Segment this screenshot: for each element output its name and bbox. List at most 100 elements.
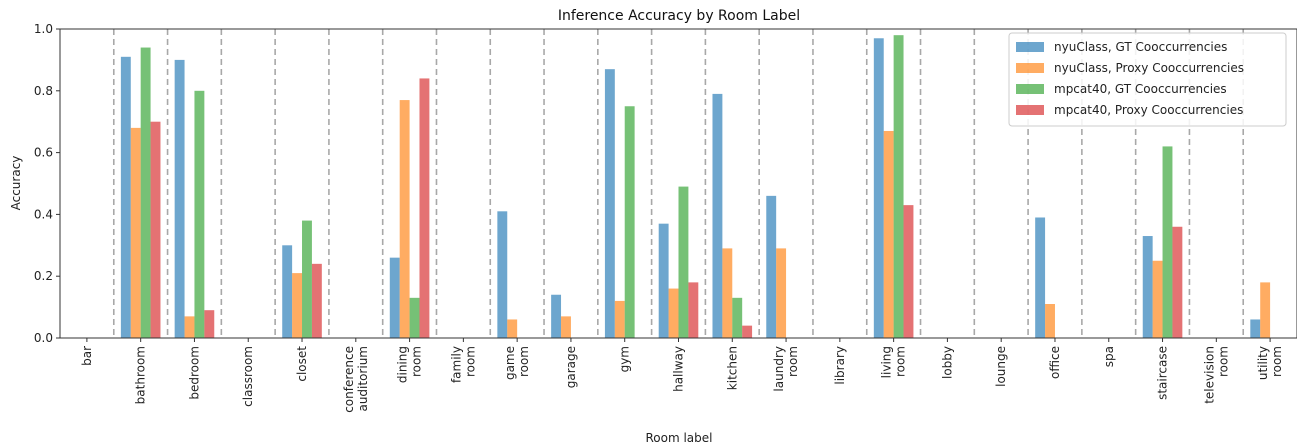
x-tick-label-line: room [786, 346, 800, 377]
x-tick-label-line: lobby [940, 346, 954, 379]
x-tick-label-line: utility [1256, 346, 1270, 380]
x-tick-group: laundryroom [772, 346, 800, 392]
bar [678, 186, 689, 338]
bar [140, 47, 151, 338]
x-tick-label: closet [295, 346, 309, 382]
x-tick-label: bar [80, 346, 94, 366]
bar [1172, 226, 1183, 338]
x-tick-label-line: garage [564, 346, 578, 388]
x-tick-label-line: game [503, 346, 517, 380]
bar [302, 220, 312, 338]
legend-swatch [1016, 63, 1044, 73]
x-tick-label: laundryroom [772, 346, 800, 392]
bar [732, 297, 743, 338]
legend-label: nyuClass, GT Cooccurrencies [1054, 40, 1227, 54]
bar [1035, 217, 1046, 338]
x-tick-label: office [1048, 346, 1062, 379]
y-tick-label: 0.6 [34, 146, 53, 160]
x-tick-label-line: bar [80, 346, 94, 366]
bar [1142, 236, 1153, 338]
bar [873, 38, 884, 339]
x-tick-group: spa [1102, 346, 1116, 367]
bar [1250, 319, 1261, 338]
x-tick-group: bedroom [187, 346, 201, 400]
legend-box [1008, 32, 1287, 127]
x-tick-label: classroom [241, 346, 255, 407]
legend: nyuClass, GT Cooccurrencies nyuClass, Pro… [1008, 32, 1287, 127]
bar [311, 263, 322, 338]
x-tick-label: gameroom [503, 346, 531, 380]
x-tick-label-line: spa [1102, 346, 1116, 367]
bar [561, 316, 571, 338]
x-tick-label-line: staircase [1156, 346, 1170, 400]
x-tick-label-line: room [1216, 346, 1230, 377]
x-tick-label-line: auditorium [356, 346, 370, 412]
x-tick-label: kitchen [725, 346, 739, 390]
x-tick-label: library [833, 346, 847, 385]
x-tick-label-line: classroom [241, 346, 255, 407]
chart-title: Inference Accuracy by Room Label [558, 8, 800, 24]
plot-area: 0.0 0.2 0.4 0.6 0.8 1.0 bar bathroom bedroom clas… [34, 22, 1297, 413]
x-tick-label: bedroom [187, 346, 201, 400]
x-tick-label: gym [618, 346, 632, 372]
legend-swatch [1016, 84, 1044, 94]
x-tick-group: diningroom [396, 346, 424, 383]
x-tick-label-line: family [449, 346, 463, 383]
bar [282, 245, 293, 338]
bar [883, 130, 894, 338]
x-tick-group: bar [80, 346, 94, 366]
x-tick-label: utilityroom [1256, 346, 1284, 380]
bar [722, 248, 733, 338]
bar [174, 59, 185, 339]
bar [1260, 282, 1271, 338]
bar [776, 248, 787, 338]
x-tick-label: familyroom [449, 346, 477, 383]
x-tick-label-line: television [1202, 346, 1216, 404]
x-tick-group: classroom [241, 346, 255, 407]
x-tick-label: hallway [672, 346, 686, 392]
x-tick-label-line: kitchen [725, 346, 739, 390]
bar [604, 69, 615, 339]
x-tick-label-line: conference [342, 346, 356, 413]
x-tick-label-line: dining [396, 346, 410, 383]
legend-label: mpcat40, Proxy Cooccurrencies [1054, 103, 1243, 117]
x-tick-label-line: room [1270, 346, 1284, 377]
x-tick-label-line: bedroom [187, 346, 201, 400]
x-tick-label-line: room [894, 346, 908, 377]
x-tick-label: spa [1102, 346, 1116, 367]
x-tick-group: hallway [672, 346, 686, 392]
x-tick-label: televisionroom [1202, 346, 1230, 404]
bar [1045, 304, 1055, 338]
x-tick-group: staircase [1156, 346, 1170, 400]
bar [507, 319, 518, 338]
x-tick-label: lobby [940, 346, 954, 379]
x-tick-label: livingroom [880, 346, 908, 378]
bar [389, 257, 400, 338]
x-tick-label-line: office [1048, 346, 1062, 379]
x-tick-label: garage [564, 346, 578, 388]
x-tick-label: bathroom [134, 346, 148, 404]
x-tick-group: office [1048, 346, 1062, 379]
x-tick-label-line: library [833, 346, 847, 385]
x-tick-label: lounge [994, 346, 1008, 387]
x-tick-label-line: room [517, 346, 531, 377]
bar [658, 223, 669, 338]
bar [399, 100, 410, 338]
bar [903, 205, 914, 338]
x-tick-group: bathroom [134, 346, 148, 404]
bar [551, 294, 562, 338]
x-tick-label: conferenceauditorium [342, 346, 370, 413]
bar [292, 273, 303, 338]
x-tick-group: lobby [940, 346, 954, 379]
x-tick-label-line: living [880, 346, 894, 378]
y-tick-label: 1.0 [34, 22, 53, 36]
bar [688, 282, 699, 338]
bar [204, 310, 215, 338]
x-tick-label: diningroom [396, 346, 424, 383]
bar [1152, 260, 1163, 338]
bar [742, 325, 753, 338]
x-tick-group: lounge [994, 346, 1008, 387]
x-tick-group: familyroom [449, 346, 477, 383]
bar [497, 211, 508, 338]
